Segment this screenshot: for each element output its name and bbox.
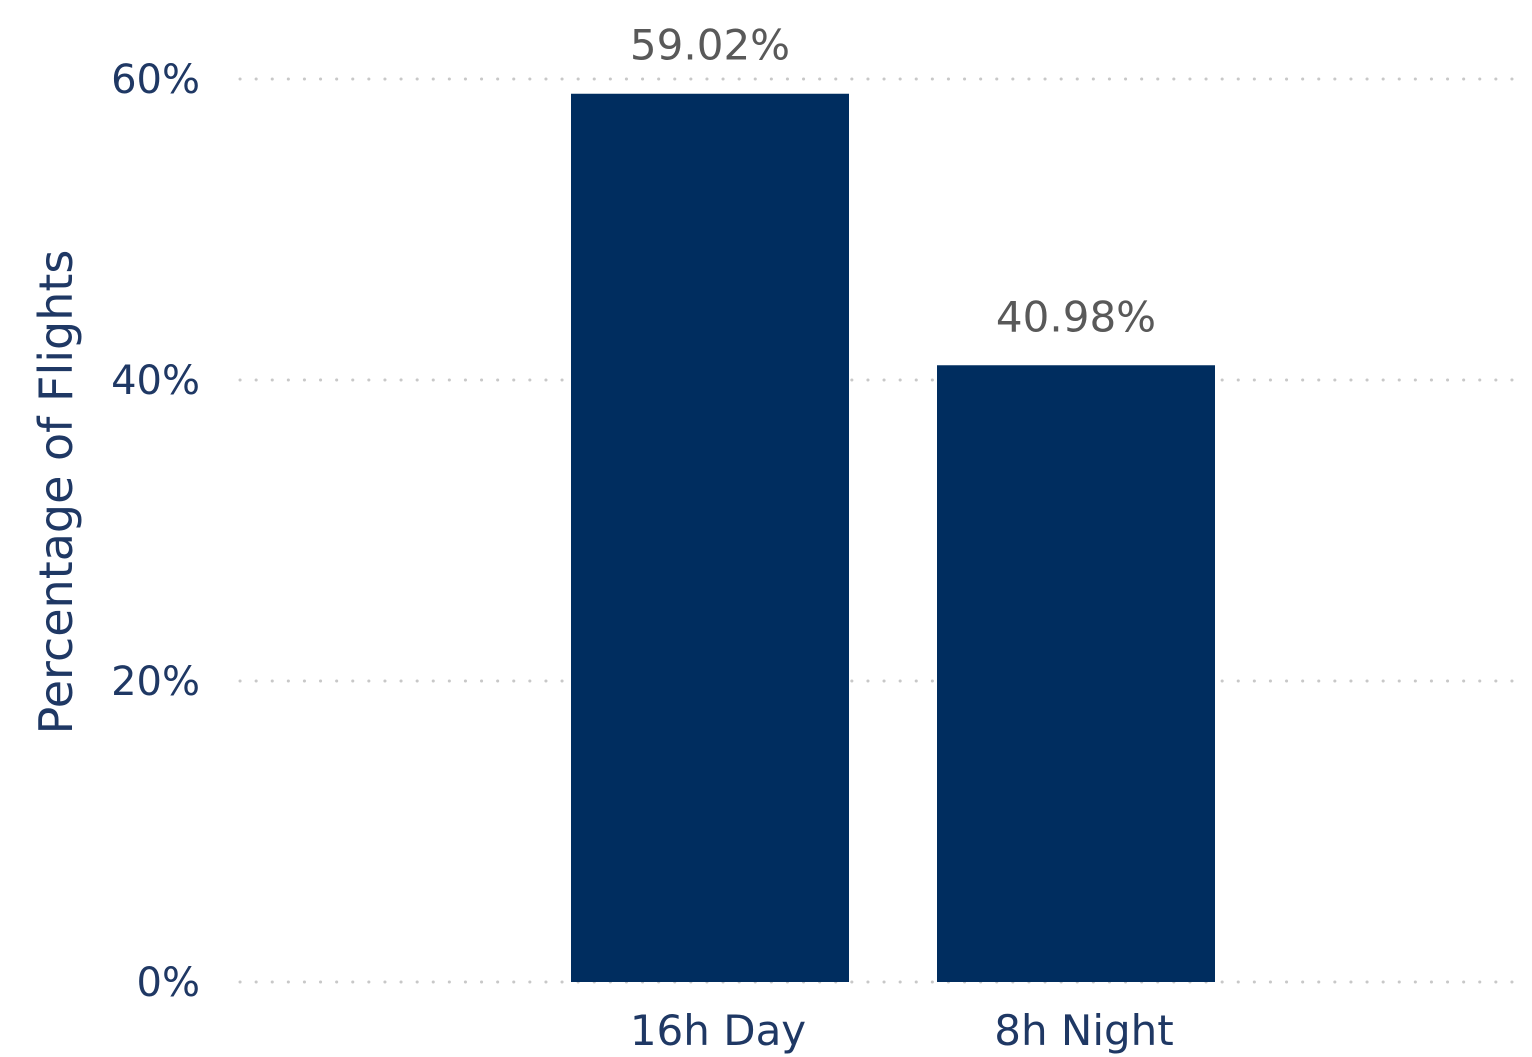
y-tick-labels: 0% 20% 40% 60% <box>111 57 200 1006</box>
gridlines <box>238 77 1527 984</box>
bar <box>937 365 1215 983</box>
y-tick-label: 40% <box>111 358 200 404</box>
data-label: 40.98% <box>996 292 1156 341</box>
y-tick-label: 0% <box>137 960 200 1006</box>
data-labels: 59.02% 40.98% <box>630 21 1156 342</box>
x-tick-label: 16h Day <box>630 1006 806 1055</box>
data-label: 59.02% <box>630 21 790 70</box>
y-tick-label: 20% <box>111 659 200 705</box>
x-tick-labels: 16h Day 8h Night <box>630 1006 1174 1055</box>
bars <box>571 93 1215 983</box>
bar <box>571 93 849 982</box>
y-tick-label: 60% <box>111 57 200 103</box>
y-axis-title: Percentage of Flights <box>29 250 83 735</box>
x-tick-label: 8h Night <box>994 1006 1174 1055</box>
